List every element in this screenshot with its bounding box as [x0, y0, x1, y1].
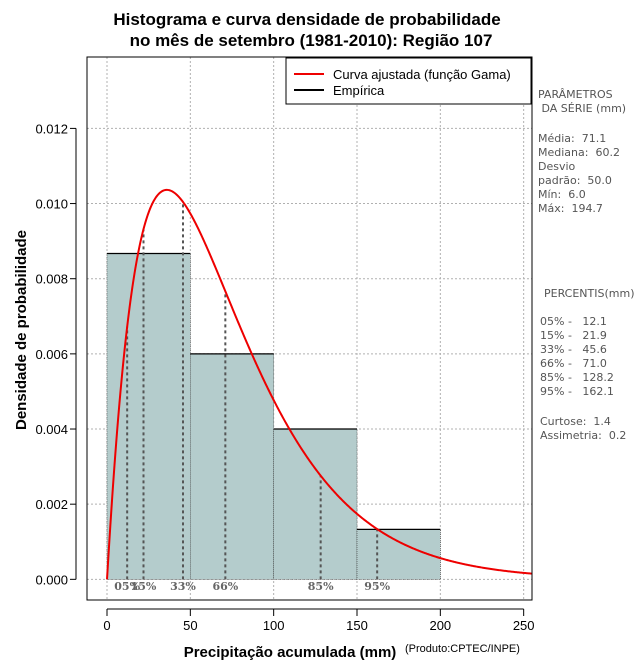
histogram-bars	[106, 252, 441, 580]
legend-label-fit: Curva ajustada (função Gama)	[333, 67, 511, 82]
x-tick-label: 100	[263, 618, 285, 633]
axes: 0 50 100 150 200 250 0.000 0.002 0.004 0.006 0.008…	[35, 121, 534, 633]
x-tick-label: 50	[183, 618, 197, 633]
percentile-label: 95%	[364, 580, 390, 593]
percentile-lines: 05%15% 33% 66% 85% 95%	[114, 202, 391, 593]
y-tick-label: 0.010	[35, 197, 68, 212]
x-tick-label: 200	[429, 618, 451, 633]
percentile-label: 33%	[170, 580, 196, 593]
percentile-label: 05%	[114, 580, 140, 593]
legend-box	[285, 57, 532, 105]
parameters-heading: PARÂMETROS DA SÉRIE (mm)	[538, 88, 627, 115]
y-axis-label: Densidade de probabilidade	[13, 230, 30, 430]
chart-title-line2: no mês de setembro (1981-2010): Região 1…	[130, 31, 493, 50]
percentiles-values: 05% - 12.1 15% - 21.9 33% - 45.6 66% - 7…	[540, 315, 614, 398]
x-tick-label: 0	[103, 618, 110, 633]
plot-frame	[86, 56, 533, 601]
parameters-stats: Média: 71.1 Mediana: 60.2 Desvio padrão:…	[538, 132, 620, 215]
histogram-bar	[273, 428, 358, 580]
chart-title-line1: Histograma e curva densidade de probabil…	[113, 10, 500, 29]
y-tick-label: 0.012	[35, 121, 68, 136]
percentile-label: 66%	[212, 580, 238, 593]
x-axis-label: Precipitação acumulada (mm)	[184, 644, 397, 660]
y-tick-label: 0.004	[35, 422, 68, 437]
histogram-bar	[106, 253, 191, 580]
distribution-shape: Curtose: 1.4 Assimetria: 0.2	[540, 415, 627, 442]
y-tick-label: 0.000	[35, 572, 68, 587]
percentile-label: 15%	[131, 580, 157, 593]
y-tick-label: 0.006	[35, 347, 68, 362]
y-tick-label: 0.002	[35, 497, 68, 512]
credit-text: (Produto:CPTEC/INPE)	[405, 643, 520, 655]
y-tick-label: 0.008	[35, 272, 68, 287]
percentile-label: 85%	[308, 580, 334, 593]
legend: Curva ajustada (função Gama) Empírica	[285, 57, 532, 105]
legend-label-empirical: Empírica	[333, 83, 385, 98]
histogram-bar	[190, 353, 274, 580]
percentiles-heading: PERCENTIS(mm)	[544, 287, 635, 300]
x-tick-label: 150	[346, 618, 368, 633]
gamma-curve	[106, 188, 533, 580]
x-tick-label: 250	[513, 618, 535, 633]
